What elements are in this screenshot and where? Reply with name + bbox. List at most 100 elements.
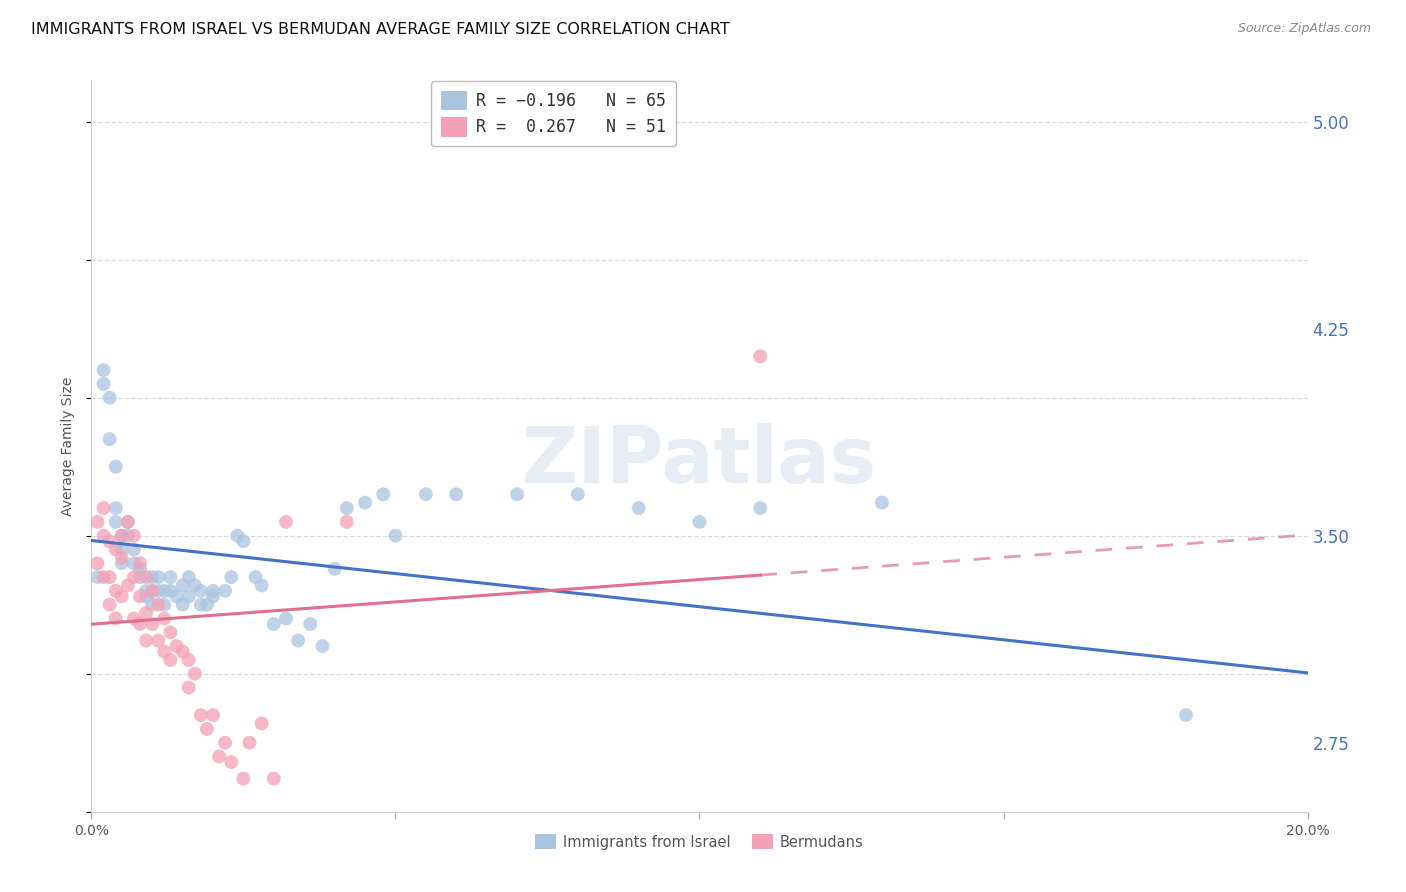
Point (749, 349, 772, 363)
Legend: Immigrants from Israel, Bermudans: Immigrants from Israel, Bermudans (529, 829, 870, 855)
Point (166, 639, 188, 653)
Point (98, 391, 121, 405)
Point (93, 570, 115, 584)
Point (354, 495, 377, 509)
Point (111, 550, 134, 565)
Point (506, 487, 529, 501)
Point (287, 633, 309, 648)
Point (177, 681, 200, 695)
Point (172, 598, 194, 612)
Point (250, 578, 273, 592)
Point (184, 666, 207, 681)
Point (208, 749, 231, 764)
Point (141, 583, 163, 598)
Point (111, 529, 134, 543)
Point (311, 639, 333, 653)
Point (172, 578, 194, 592)
Point (93, 376, 115, 391)
Point (166, 590, 188, 604)
Point (415, 487, 437, 501)
Point (141, 617, 163, 632)
Point (141, 583, 163, 598)
Point (299, 617, 322, 632)
Text: IMMIGRANTS FROM ISRAEL VS BERMUDAN AVERAGE FAMILY SIZE CORRELATION CHART: IMMIGRANTS FROM ISRAEL VS BERMUDAN AVERA… (31, 22, 730, 37)
Point (141, 598, 163, 612)
Point (129, 617, 152, 632)
Point (245, 570, 267, 584)
Point (159, 653, 181, 667)
Point (93, 501, 115, 516)
Point (122, 570, 145, 584)
Point (444, 487, 467, 501)
Point (148, 583, 170, 598)
Point (111, 529, 134, 543)
Point (202, 708, 225, 723)
Point (93, 529, 115, 543)
Point (190, 583, 212, 598)
Point (86, 515, 108, 529)
Point (104, 611, 127, 625)
Point (177, 570, 200, 584)
Point (232, 772, 254, 786)
Point (129, 562, 152, 576)
Point (111, 557, 134, 571)
Point (117, 529, 139, 543)
Point (274, 611, 297, 625)
Point (214, 736, 236, 750)
Point (336, 501, 359, 516)
Point (98, 570, 121, 584)
Point (159, 625, 181, 640)
Point (190, 708, 212, 723)
Point (148, 633, 170, 648)
Point (177, 590, 200, 604)
Point (93, 363, 115, 377)
Point (232, 534, 254, 549)
Point (135, 570, 157, 584)
Point (111, 542, 134, 557)
Point (104, 583, 127, 598)
Point (384, 529, 406, 543)
Point (141, 570, 163, 584)
Point (567, 487, 589, 501)
Point (749, 501, 772, 516)
Point (336, 515, 359, 529)
Point (148, 598, 170, 612)
Text: Source: ZipAtlas.com: Source: ZipAtlas.com (1237, 22, 1371, 36)
Point (153, 598, 176, 612)
Point (274, 515, 297, 529)
Y-axis label: Average Family Size: Average Family Size (62, 376, 76, 516)
Point (184, 578, 207, 592)
Point (323, 562, 346, 576)
Point (117, 515, 139, 529)
Point (688, 515, 710, 529)
Point (202, 590, 225, 604)
Point (104, 542, 127, 557)
Point (1174, 708, 1197, 723)
Point (117, 578, 139, 592)
Point (122, 529, 145, 543)
Point (219, 755, 242, 769)
Point (122, 542, 145, 557)
Point (172, 645, 194, 659)
Point (202, 583, 225, 598)
Point (135, 633, 157, 648)
Point (159, 570, 181, 584)
Point (86, 570, 108, 584)
Point (177, 653, 200, 667)
Point (129, 590, 152, 604)
Point (135, 606, 157, 620)
Point (263, 617, 285, 632)
Point (373, 487, 395, 501)
Point (98, 432, 121, 446)
Point (153, 645, 176, 659)
Point (148, 570, 170, 584)
Point (250, 716, 273, 731)
Point (153, 611, 176, 625)
Point (98, 534, 121, 549)
Point (159, 583, 181, 598)
Point (104, 515, 127, 529)
Point (195, 722, 218, 736)
Point (104, 459, 127, 474)
Point (98, 598, 121, 612)
Point (117, 515, 139, 529)
